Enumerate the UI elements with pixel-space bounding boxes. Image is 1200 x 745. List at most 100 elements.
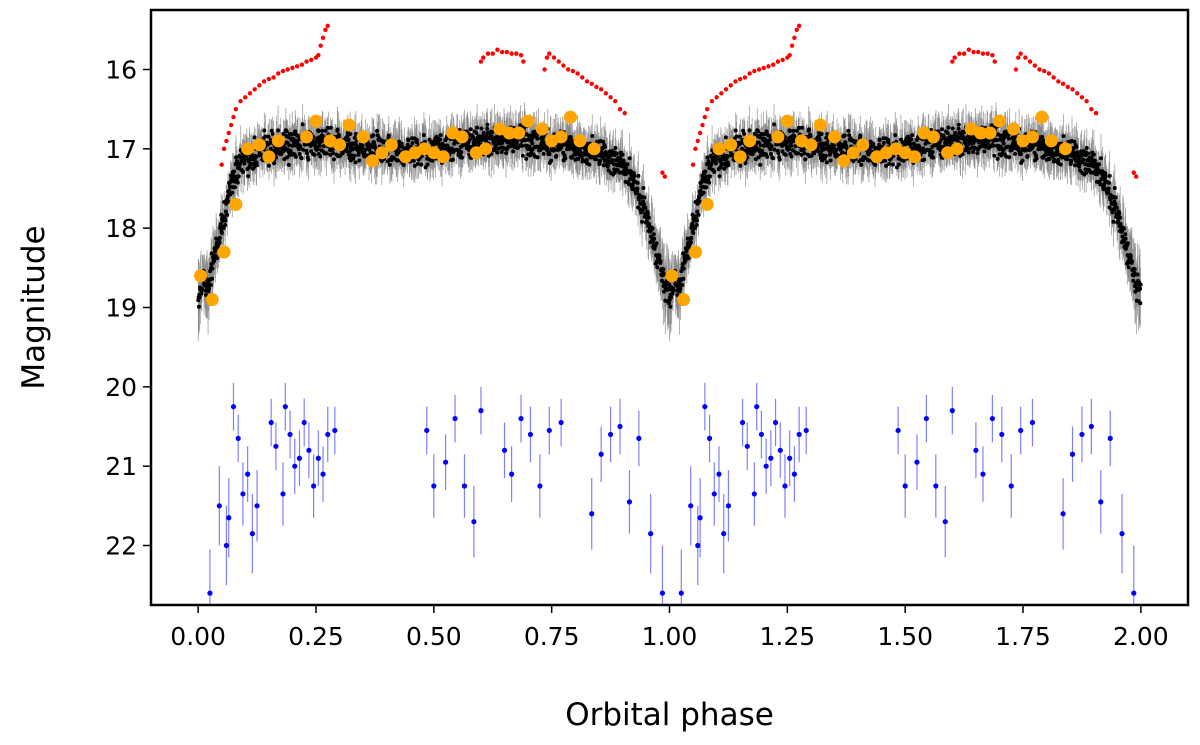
black-point <box>423 165 428 170</box>
black-point <box>690 221 695 226</box>
black-point <box>725 160 730 165</box>
black-point <box>394 152 399 157</box>
black-point <box>789 154 794 159</box>
black-point <box>944 140 949 145</box>
black-point <box>262 128 267 133</box>
black-point <box>286 162 291 167</box>
black-point <box>267 163 272 168</box>
black-point <box>901 158 906 163</box>
black-point <box>527 145 532 150</box>
black-point <box>812 151 817 156</box>
black-point <box>524 156 529 161</box>
black-point <box>1013 151 1018 156</box>
black-point <box>438 137 443 142</box>
black-point <box>787 128 792 133</box>
black-point <box>723 135 728 140</box>
black-point <box>549 158 554 163</box>
black-point <box>212 258 217 263</box>
black-point <box>816 134 821 139</box>
black-point <box>197 295 202 300</box>
black-point <box>946 125 951 130</box>
black-point <box>881 141 886 146</box>
black-point <box>858 133 863 138</box>
black-point <box>705 155 710 160</box>
black-point <box>272 161 277 166</box>
black-point <box>246 174 251 179</box>
black-point <box>331 151 336 156</box>
black-point <box>825 131 830 136</box>
black-point <box>771 156 776 161</box>
black-point <box>399 141 404 146</box>
black-point <box>956 122 961 127</box>
black-point <box>884 163 889 168</box>
black-point <box>708 174 713 179</box>
black-point <box>769 144 774 149</box>
black-point <box>1007 155 1012 160</box>
black-point <box>893 133 898 138</box>
black-point <box>218 221 223 226</box>
black-point <box>233 185 238 190</box>
black-point <box>831 143 836 148</box>
black-point <box>777 157 782 162</box>
black-point <box>931 155 936 160</box>
black-point <box>235 159 240 164</box>
black-point <box>896 162 901 167</box>
black-point <box>966 150 971 155</box>
black-point <box>789 143 794 148</box>
black-point <box>284 129 289 134</box>
black-point <box>772 147 777 152</box>
black-point <box>325 125 330 130</box>
black-point <box>819 132 824 137</box>
black-point <box>1001 141 1006 146</box>
black-point <box>196 304 201 309</box>
black-point <box>910 133 915 138</box>
black-point <box>210 276 215 281</box>
black-point <box>1018 152 1023 157</box>
black-point <box>890 162 895 167</box>
black-point <box>535 136 540 141</box>
black-point <box>450 157 455 162</box>
black-point <box>668 304 673 309</box>
black-point <box>316 128 321 133</box>
black-point <box>795 151 800 156</box>
black-point <box>734 134 739 139</box>
black-point <box>318 154 323 159</box>
black-point <box>263 134 268 139</box>
black-point <box>866 152 871 157</box>
black-point <box>846 128 851 133</box>
black-point <box>752 131 757 136</box>
black-point <box>776 151 781 156</box>
black-point <box>266 134 271 139</box>
black-point <box>945 130 950 135</box>
black-point <box>231 169 236 174</box>
black-point <box>276 128 281 133</box>
black-point <box>696 212 701 217</box>
black-point <box>756 129 761 134</box>
black-point <box>360 143 365 148</box>
black-point <box>681 251 686 256</box>
black-point <box>547 152 552 157</box>
black-point <box>917 145 922 150</box>
black-point <box>982 149 987 154</box>
black-point <box>535 155 540 160</box>
black-point <box>511 149 516 154</box>
black-point <box>238 161 243 166</box>
black-point <box>415 161 420 166</box>
black-point <box>344 149 349 154</box>
black-point <box>709 161 714 166</box>
black-point <box>348 132 353 137</box>
black-point <box>281 131 286 136</box>
black-point <box>315 147 320 152</box>
black-point <box>802 151 807 156</box>
black-point <box>799 125 804 130</box>
black-point <box>287 143 292 148</box>
black-point <box>242 157 247 162</box>
black-point <box>223 209 228 214</box>
black-point <box>953 130 958 135</box>
black-point <box>242 161 247 166</box>
black-point <box>683 258 688 263</box>
black-point <box>241 169 246 174</box>
black-point <box>328 152 333 157</box>
black-point <box>473 140 478 145</box>
